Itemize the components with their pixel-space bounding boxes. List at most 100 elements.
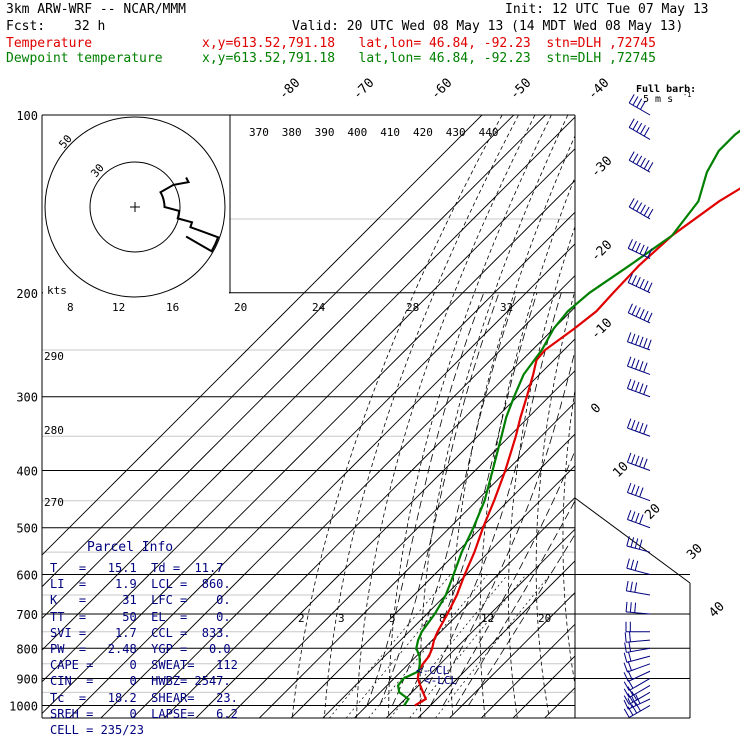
pressure-tick-label: 800	[16, 642, 38, 656]
wind-barb	[624, 631, 651, 643]
theta-left-tick-label: 270	[44, 496, 64, 509]
wind-barb-flag	[635, 455, 640, 466]
isotherm-line	[354, 496, 575, 718]
isotherm-line	[227, 370, 575, 718]
wind-barb-flag	[635, 512, 640, 523]
isotherm-tick-label: -80	[276, 76, 303, 103]
wind-barb-flag	[631, 484, 636, 495]
wind-barb-flag	[631, 333, 636, 344]
wind-barb-staff	[628, 670, 651, 682]
wind-barb-flag	[624, 642, 627, 653]
wind-barb-flag	[634, 582, 638, 593]
theta-tick-label: 430	[446, 126, 466, 139]
mixing-ratio-tick-label: 32	[500, 301, 513, 314]
wind-barb-flag	[628, 198, 635, 208]
wind-barb	[626, 378, 651, 398]
isotherm-tick-label: -40	[585, 76, 612, 103]
pressure-tick-label: 1000	[9, 699, 38, 713]
isotherm-line	[322, 465, 575, 718]
dry-adiabat-line	[291, 115, 503, 718]
wind-barb-flag	[647, 339, 652, 350]
wind-barb	[624, 641, 651, 653]
mixing-ratio-tick-label: 12	[112, 301, 125, 314]
wind-barb-flag	[631, 511, 636, 522]
wind-barb-flag	[647, 208, 654, 219]
wind-barb	[625, 621, 650, 633]
wind-barb-flag	[631, 691, 638, 701]
isotherm-line	[385, 528, 575, 718]
isotherm-line	[68, 211, 575, 718]
wind-barb-flag	[626, 332, 632, 342]
wind-barb-flag	[639, 422, 644, 433]
wind-barb-staff	[626, 639, 651, 643]
wind-barb-flag	[643, 127, 650, 137]
wind-barb-flag	[639, 514, 644, 525]
wind-barb-flag	[629, 631, 631, 642]
wind-barb-flag	[627, 706, 634, 716]
temperature-legend: Temperature	[6, 36, 93, 51]
wind-barb-flag	[625, 601, 628, 612]
moist-adiabat-line	[468, 533, 575, 706]
parcel-info-row: Tc = 18.2 SHEAR= 23.	[50, 690, 238, 705]
wind-barb-flag	[627, 239, 633, 249]
wind-barb	[628, 118, 651, 140]
wind-barb-flag	[623, 652, 628, 663]
wind-barb-flag	[636, 98, 643, 108]
wind-barb-flag	[623, 699, 629, 710]
wind-barb-flag	[635, 381, 640, 392]
isotherm-tick-label: -30	[588, 154, 615, 181]
mixing-ratio-line	[409, 574, 527, 718]
isotherm-line	[195, 338, 575, 718]
pressure-tick-label: 700	[16, 608, 38, 622]
dry-adiabat-line	[388, 115, 552, 718]
parcel-info-row: K = 31 LFC = 0.	[50, 593, 231, 608]
parcel-info-row: CELL = 235/23	[50, 723, 144, 737]
isotherm-tick-label: -60	[428, 76, 455, 103]
wind-barb-flag	[636, 122, 643, 133]
wind-barb-staff	[627, 365, 651, 375]
mixing-ratio-lower-label: 20	[538, 612, 551, 625]
wind-barb-flag	[631, 358, 636, 368]
wind-barb	[628, 198, 654, 220]
valid-time: Valid: 20 UTC Wed 08 May 13 (14 MDT Wed …	[292, 19, 684, 34]
moist-adiabat-line	[404, 292, 538, 706]
wind-barb-flag	[626, 378, 632, 389]
wind-barb-staff	[628, 206, 651, 220]
wind-barb	[626, 558, 651, 575]
wind-barb-flag	[630, 537, 635, 548]
wind-barb-staff	[628, 678, 651, 691]
wind-barb-flag	[643, 458, 648, 469]
wind-barb-flag	[631, 454, 636, 464]
wind-barbs	[623, 94, 654, 718]
wind-barb	[623, 651, 651, 663]
wind-barb	[623, 660, 651, 673]
moist-adiabat-line	[392, 292, 517, 706]
theta-tick-label: 410	[380, 126, 400, 139]
wind-barb-flag	[636, 155, 643, 165]
wind-barb-flag	[626, 558, 630, 569]
wind-barb-flag	[627, 273, 633, 283]
dry-adiabat-line	[589, 115, 666, 718]
wind-barb-flag	[627, 693, 634, 703]
pressure-tick-label: 400	[16, 465, 38, 479]
wind-barb	[623, 694, 651, 710]
wind-barb-flag	[635, 702, 641, 712]
wind-barb-flag	[630, 559, 635, 570]
theta-tick-label: 390	[315, 126, 335, 139]
dry-adiabat-line	[562, 387, 575, 687]
wind-barb-flag	[635, 242, 641, 253]
parcel-info-row: LI = 1.9 LCL = 860.	[50, 577, 231, 592]
theta-tick-label: 380	[282, 126, 302, 139]
wind-barb-staff	[628, 247, 651, 259]
wind-barb-flag	[638, 539, 643, 550]
wind-barb-flag	[643, 206, 650, 216]
wind-barb-flag	[632, 120, 639, 130]
wind-barb-flag	[628, 641, 632, 652]
wind-barb-flag	[643, 338, 648, 348]
wind-barb	[628, 151, 654, 173]
wind-barb-flag	[643, 362, 648, 373]
isotherm-line	[42, 179, 575, 715]
barb-key-superscript: -1	[683, 91, 691, 99]
wind-barb	[626, 356, 651, 375]
wind-barb	[627, 303, 653, 324]
